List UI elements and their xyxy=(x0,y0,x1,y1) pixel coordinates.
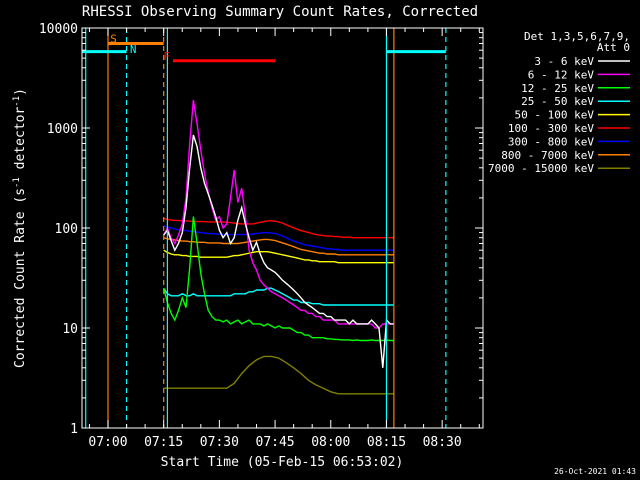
y-tick-label-3: 1000 xyxy=(47,122,78,137)
x-axis: 07:00 07:15 07:30 07:45 08:00 08:15 08:30 xyxy=(88,28,480,450)
y-axis-label-part3: ) xyxy=(13,88,28,96)
flag-label-0: S xyxy=(110,32,117,45)
x-tick-label-5: 08:15 xyxy=(367,435,406,450)
series-line-7 xyxy=(163,237,394,256)
legend-label-8: 7000 - 15000 keV xyxy=(488,162,594,175)
legend-label-2: 12 - 25 keV xyxy=(521,82,594,95)
legend-label-1: 6 - 12 keV xyxy=(528,68,595,81)
plot-frame xyxy=(81,27,484,429)
series-line-0 xyxy=(163,134,394,368)
series-line-6 xyxy=(163,225,394,251)
legend-label-6: 300 - 800 keV xyxy=(508,135,594,148)
series-line-8 xyxy=(163,355,394,395)
y-tick-label-1: 10 xyxy=(62,322,78,337)
series-line-3 xyxy=(163,287,394,306)
footer-timestamp: 26-Oct-2021 01:43 xyxy=(554,467,636,476)
y-axis-label-sup1: -1 xyxy=(12,177,22,188)
flag-label-2: F xyxy=(163,50,170,63)
y-axis-label-part2: detector xyxy=(13,107,28,178)
legend-label-3: 25 - 50 keV xyxy=(521,95,594,108)
y-tick-label-2: 100 xyxy=(55,222,78,237)
legend-label-4: 50 - 100 keV xyxy=(515,109,595,122)
y-axis-label-sup2: -1 xyxy=(12,96,22,107)
series-line-5 xyxy=(163,217,394,239)
x-tick-label-3: 07:45 xyxy=(256,435,295,450)
legend-label-7: 800 - 7000 keV xyxy=(501,149,594,162)
x-axis-label: Start Time (05-Feb-15 06:53:02) xyxy=(161,455,404,470)
plot-area: SN F xyxy=(82,28,447,428)
y-axis: 1 10 100 1000 10000 xyxy=(39,22,483,437)
legend-label-0: 3 - 6 keV xyxy=(534,55,594,68)
x-tick-label-2: 07:30 xyxy=(200,435,239,450)
x-tick-label-6: 08:30 xyxy=(423,435,462,450)
y-axis-label: Corrected Count Rate (s-1 detector-1) xyxy=(12,88,28,368)
series-line-4 xyxy=(163,249,394,264)
series-line-1 xyxy=(163,99,394,329)
series-line-2 xyxy=(163,216,394,342)
x-tick-label-0: 07:00 xyxy=(88,435,127,450)
y-tick-label-0: 1 xyxy=(70,422,78,437)
legend-header-line1: Det 1,3,5,6,7,9, xyxy=(524,30,630,43)
legend-label-5: 100 - 300 keV xyxy=(508,122,594,135)
x-tick-label-1: 07:15 xyxy=(144,435,183,450)
flag-label-1: N xyxy=(130,43,137,56)
x-tick-label-4: 08:00 xyxy=(311,435,350,450)
y-axis-label-part1: Corrected Count Rate (s xyxy=(13,188,28,368)
chart-title: RHESSI Observing Summary Count Rates, Co… xyxy=(82,4,478,20)
y-tick-label-4: 10000 xyxy=(39,22,78,37)
legend-header-line2: Att 0 xyxy=(597,41,630,54)
